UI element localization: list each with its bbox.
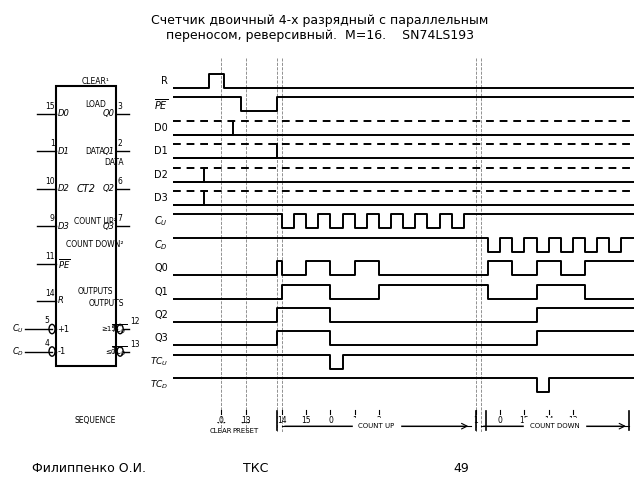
Text: 15: 15 [45, 102, 54, 111]
Text: 10: 10 [45, 177, 54, 186]
Text: $C_D$: $C_D$ [12, 345, 24, 358]
Text: 13: 13 [241, 416, 250, 425]
Text: 13: 13 [130, 340, 140, 348]
Text: 9: 9 [49, 214, 54, 223]
Text: 1: 1 [352, 416, 357, 425]
Text: Q1: Q1 [154, 287, 168, 297]
Text: OUTPUTS: OUTPUTS [89, 299, 124, 308]
Text: D2: D2 [154, 169, 168, 180]
Text: $\overline{TC_U}$: $\overline{TC_U}$ [111, 322, 127, 336]
Text: $C_D$: $C_D$ [154, 238, 168, 252]
Text: 2: 2 [376, 416, 381, 425]
Text: 0: 0 [498, 416, 502, 425]
Text: 49: 49 [453, 462, 468, 475]
Text: +1: +1 [58, 324, 70, 334]
Text: D1: D1 [58, 147, 69, 156]
Text: D1: D1 [154, 146, 168, 156]
Text: $C_U$: $C_U$ [12, 323, 24, 336]
Text: 12: 12 [130, 317, 140, 326]
Text: 5: 5 [45, 316, 50, 325]
Text: 6: 6 [117, 177, 122, 186]
Text: Q3: Q3 [154, 334, 168, 343]
Text: CLEAR: CLEAR [210, 429, 232, 434]
Text: SEQUENCE: SEQUENCE [74, 416, 116, 425]
Text: $\overline{PE}$: $\overline{PE}$ [154, 97, 168, 112]
Text: ТКС: ТКС [243, 462, 269, 475]
Text: COUNT DOWN²: COUNT DOWN² [67, 240, 124, 249]
Text: D0: D0 [58, 109, 69, 118]
Text: $\overline{TC_D}$: $\overline{TC_D}$ [111, 345, 127, 358]
Text: 14: 14 [277, 416, 287, 425]
Text: COUNT UP²: COUNT UP² [74, 217, 116, 226]
Text: Q2: Q2 [154, 310, 168, 320]
Text: 14: 14 [544, 416, 554, 425]
Text: 11: 11 [45, 252, 54, 261]
Text: DATA: DATA [105, 158, 124, 168]
Text: -1: -1 [58, 347, 66, 356]
Text: $C_U$: $C_U$ [154, 215, 168, 228]
Text: 1: 1 [474, 416, 478, 425]
Text: D3: D3 [154, 193, 168, 203]
Text: ≤0: ≤0 [106, 348, 116, 355]
Text: 4: 4 [45, 339, 50, 348]
Bar [56, 86, 116, 367]
Text: $\overline{PE}$: $\overline{PE}$ [58, 256, 70, 271]
Text: D2: D2 [58, 184, 69, 193]
Text: CLEAR¹: CLEAR¹ [81, 76, 109, 85]
Text: Филиппенко О.И.: Филиппенко О.И. [32, 462, 146, 475]
Text: $TC_U$: $TC_U$ [150, 356, 168, 368]
Text: ≥15: ≥15 [101, 326, 116, 332]
Text: Q0: Q0 [154, 263, 168, 273]
Text: OUTPUTS: OUTPUTS [77, 287, 113, 296]
Text: COUNT DOWN: COUNT DOWN [530, 423, 580, 429]
Text: 0: 0 [219, 416, 224, 425]
Text: 14: 14 [45, 289, 54, 298]
Text: Счетчик двоичный 4-х разрядный с параллельным
переносом, реверсивный.  М=16.    : Счетчик двоичный 4-х разрядный с паралле… [151, 14, 489, 42]
Text: $TC_D$: $TC_D$ [150, 379, 168, 392]
Text: 13: 13 [568, 416, 578, 425]
Text: Q3: Q3 [102, 222, 115, 230]
Text: Q2: Q2 [102, 184, 115, 193]
Text: R: R [58, 297, 63, 305]
Text: 0: 0 [328, 416, 333, 425]
Text: 15: 15 [301, 416, 311, 425]
Text: 3: 3 [117, 102, 122, 111]
Text: CT2: CT2 [77, 184, 95, 193]
Text: 1: 1 [50, 139, 54, 148]
Text: 2: 2 [117, 139, 122, 148]
Text: D0: D0 [154, 123, 168, 133]
Text: D3: D3 [58, 222, 69, 230]
Text: 7: 7 [117, 214, 122, 223]
Text: PRESET: PRESET [232, 429, 259, 434]
Text: R: R [161, 76, 168, 86]
Text: Q0: Q0 [102, 109, 115, 118]
Text: LOAD: LOAD [84, 100, 106, 109]
Text: 15: 15 [520, 416, 529, 425]
Text: Q1: Q1 [102, 147, 115, 156]
Text: DATA: DATA [85, 147, 105, 156]
Text: COUNT UP: COUNT UP [358, 423, 395, 429]
